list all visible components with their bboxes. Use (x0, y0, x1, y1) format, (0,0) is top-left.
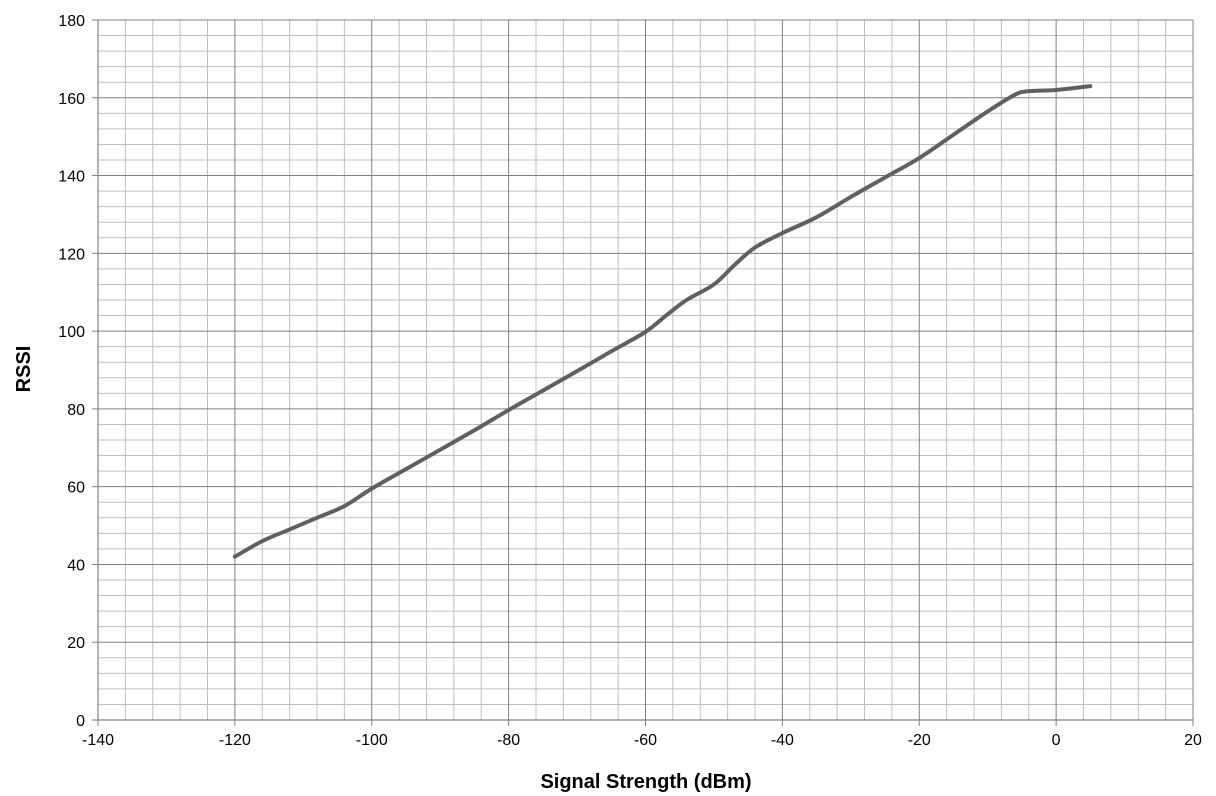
y-tick-label: 160 (58, 91, 85, 108)
y-tick-label: 20 (67, 635, 85, 652)
x-tick-label: -140 (82, 732, 114, 749)
x-axis-tick-labels: -140 -120 -100 -80 -60 -40 -20 0 20 (82, 732, 1202, 749)
x-tick-label: -100 (356, 732, 388, 749)
x-axis-title: Signal Strength (dBm) (540, 771, 751, 793)
y-axis-tick-labels: 0 20 40 60 80 100 120 140 160 180 (58, 13, 85, 730)
y-tick-label: 80 (67, 402, 85, 419)
axes (92, 19, 1194, 726)
x-tick-label: 0 (1052, 732, 1061, 749)
y-tick-label: 140 (58, 169, 85, 186)
y-tick-label: 40 (67, 557, 85, 574)
y-axis-title: RSSI (13, 346, 35, 393)
x-tick-label: 20 (1184, 732, 1202, 749)
y-tick-label: 60 (67, 480, 85, 497)
y-tick-label: 0 (76, 713, 85, 730)
x-tick-label: -40 (771, 732, 794, 749)
x-tick-label: -20 (908, 732, 931, 749)
x-tick-label: -120 (219, 732, 251, 749)
x-tick-label: -60 (634, 732, 657, 749)
y-tick-label: 180 (58, 13, 85, 30)
y-tick-label: 120 (58, 246, 85, 263)
minor-gridlines (98, 20, 1193, 720)
y-tick-label: 100 (58, 324, 85, 341)
x-tick-label: -80 (497, 732, 520, 749)
series-line-0 (232, 84, 1093, 559)
series-layer (232, 84, 1093, 559)
